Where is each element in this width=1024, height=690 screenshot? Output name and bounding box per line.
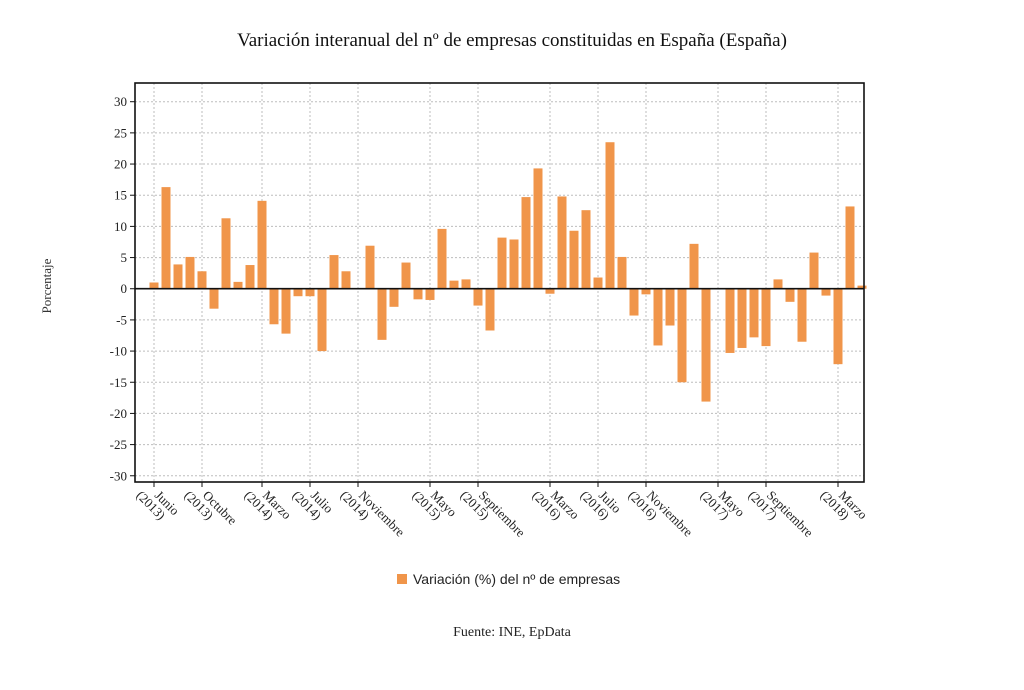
- x-tick-label: Julio(2014): [289, 488, 336, 523]
- bar: [809, 252, 819, 289]
- bar: [557, 196, 567, 289]
- y-tick-label: -10: [110, 344, 127, 359]
- bar: [209, 288, 219, 309]
- y-tick-label: 10: [114, 219, 127, 234]
- x-tick-label: Mayo(2015): [409, 488, 459, 523]
- bar: [545, 288, 555, 294]
- y-tick-label: -5: [116, 312, 127, 327]
- bar: [797, 288, 807, 342]
- bar: [833, 288, 843, 365]
- bar: [293, 288, 303, 297]
- bar: [821, 288, 831, 296]
- x-tick-label: Junio(2013): [133, 488, 182, 523]
- y-tick-label: -15: [110, 375, 127, 390]
- bar: [605, 142, 615, 289]
- bar: [365, 245, 375, 289]
- bar: [497, 237, 507, 289]
- y-tick-label: -30: [110, 468, 127, 483]
- bar: [485, 288, 495, 331]
- bar: [233, 281, 243, 289]
- legend-label: Variación (%) del nº de empresas: [413, 571, 620, 587]
- y-tick-label: 25: [114, 125, 127, 140]
- bar: [149, 282, 159, 289]
- x-tick-label: Noviembre(2014): [337, 488, 408, 540]
- plot-frame: [134, 82, 865, 483]
- bar: [245, 265, 255, 289]
- x-tick-label: Octubre(2013): [181, 488, 240, 528]
- vertical-gridlines: [153, 83, 839, 482]
- bar: [449, 280, 459, 289]
- horizontal-gridlines: [135, 101, 864, 477]
- bar: [725, 288, 735, 353]
- bar: [413, 288, 423, 300]
- y-tick-label: 20: [114, 157, 127, 172]
- bar: [269, 288, 279, 325]
- bar: [197, 271, 207, 289]
- bar: [665, 288, 675, 326]
- bar: [329, 255, 339, 289]
- bar: [737, 288, 747, 348]
- x-tick-label: Mayo(2017): [697, 488, 747, 523]
- bar: [701, 288, 711, 402]
- y-tick-label: 5: [121, 250, 128, 265]
- x-tick-label: Noviembre(2016): [625, 488, 696, 540]
- y-axis-label: Porcentaje: [39, 258, 54, 313]
- x-axis-ticks: Junio(2013) Octubre(2013) Marzo(2014) Julio…: [133, 482, 870, 541]
- bar: [593, 277, 603, 289]
- source-note: Fuente: INE, EpData: [453, 625, 572, 640]
- bar: [281, 288, 291, 334]
- x-tick-label: Marzo(2018): [817, 488, 870, 523]
- bar: [173, 264, 183, 289]
- bar: [521, 197, 531, 289]
- bar: [257, 200, 267, 289]
- bar: [689, 243, 699, 289]
- bar: [341, 271, 351, 289]
- bar: [845, 206, 855, 289]
- bar: [569, 230, 579, 289]
- x-tick-label: Septiembre(2017): [745, 488, 816, 541]
- bar: [317, 288, 327, 352]
- bar: [629, 288, 639, 316]
- chart-title: Variación interanual del nº de empresas …: [237, 30, 787, 51]
- y-tick-label: 0: [121, 281, 128, 296]
- bar: [641, 288, 651, 295]
- y-tick-label: -25: [110, 437, 127, 452]
- bar: [581, 210, 591, 289]
- bar: [185, 256, 195, 289]
- bar: [533, 168, 543, 289]
- y-tick-label: 15: [114, 188, 127, 203]
- bar: [677, 288, 687, 383]
- bars: [149, 142, 867, 402]
- legend-swatch: [397, 574, 407, 584]
- x-tick-label: Julio(2016): [577, 488, 624, 523]
- bar: [785, 288, 795, 302]
- legend: Variación (%) del nº de empresas: [397, 571, 620, 587]
- x-tick-label: Septiembre(2015): [457, 488, 528, 541]
- bar: [161, 187, 171, 289]
- bar: [221, 218, 231, 289]
- bar: [773, 279, 783, 289]
- bar: [305, 288, 315, 297]
- x-tick-label: Marzo(2014): [241, 488, 294, 523]
- x-tick-label: Marzo(2016): [529, 488, 582, 523]
- bar: [473, 288, 483, 306]
- bar: [401, 262, 411, 289]
- bar: [437, 228, 447, 289]
- bar: [509, 239, 519, 289]
- bar: [461, 279, 471, 289]
- bar: [761, 288, 771, 347]
- bar: [377, 288, 387, 340]
- bar: [389, 288, 399, 307]
- y-tick-label: 30: [114, 94, 127, 109]
- bar: [425, 288, 435, 300]
- bar: [617, 256, 627, 289]
- bar: [857, 285, 867, 289]
- bar: [749, 288, 759, 338]
- y-tick-label: -20: [110, 406, 127, 421]
- y-axis-ticks: 30 25 20 15 10 5 0 -5 -10 -15 -20 -25 -30: [110, 94, 135, 483]
- bar: [653, 288, 663, 346]
